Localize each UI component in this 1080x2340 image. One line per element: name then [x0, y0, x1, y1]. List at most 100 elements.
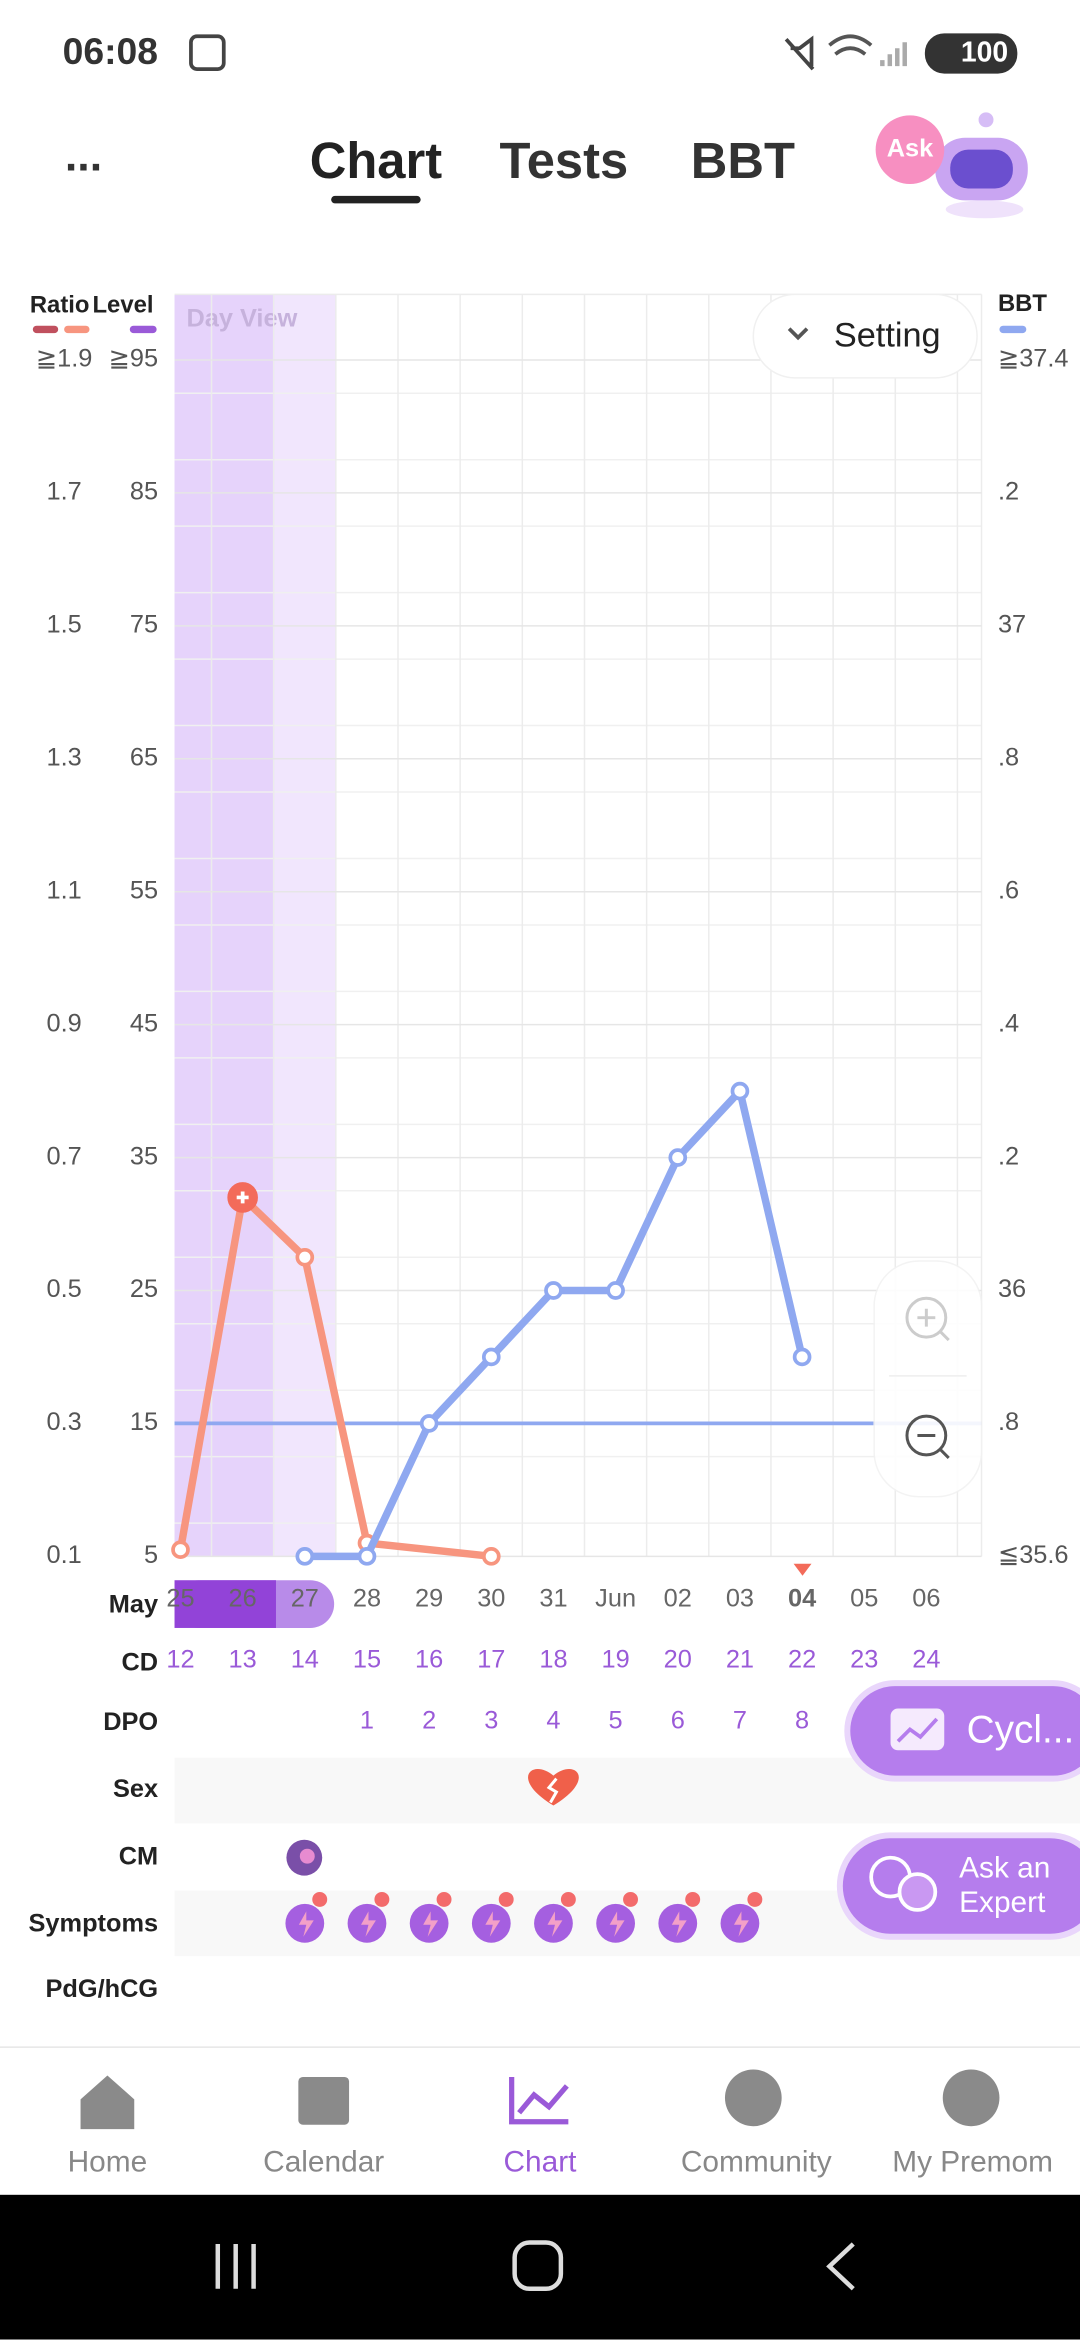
date-pill [174, 1580, 276, 1628]
bbt-tick-label: 37 [998, 611, 1026, 639]
cd-value: 16 [415, 1645, 443, 1673]
dpo-value: 3 [484, 1707, 498, 1735]
cycle-bg [844, 1680, 1080, 1782]
level-tick-label: 25 [130, 1275, 158, 1303]
cd-value: 21 [726, 1645, 754, 1673]
expert-icon [897, 1872, 938, 1912]
cycle-icon [890, 1708, 945, 1751]
row-label: Symptoms [29, 1910, 159, 1938]
ratio-tick-label: 1.1 [47, 876, 82, 904]
tab[interactable]: BBT [691, 132, 795, 189]
tab-underline [331, 195, 421, 204]
premom-icon[interactable] [942, 2069, 1000, 2127]
bbt-swatch [999, 325, 1027, 334]
home-button[interactable] [512, 2240, 564, 2292]
level-tick-label: 45 [130, 1009, 158, 1037]
ratio-swatch [64, 325, 90, 334]
level-title: Level [92, 292, 153, 319]
nav-label[interactable]: Chart [504, 2145, 578, 2178]
symptom-bolt [671, 1911, 687, 1937]
symptom-dot [498, 1891, 514, 1907]
nav-label[interactable]: Calendar [263, 2145, 384, 2178]
ratio-swatch [32, 325, 59, 334]
battery [924, 33, 1018, 74]
symptom-bolt [733, 1911, 749, 1937]
point [730, 1081, 750, 1101]
cd-value: 15 [353, 1645, 381, 1673]
bbt-tick-label: ≦35.6 [998, 1541, 1069, 1569]
point [792, 1347, 812, 1367]
setting-label: Setting [834, 317, 941, 355]
more-button[interactable]: ... [65, 130, 102, 180]
nav-label[interactable]: Home [68, 2145, 148, 2178]
zoom-out[interactable] [905, 1414, 948, 1457]
date-label: 29 [415, 1584, 443, 1612]
zoom-in-glyph [917, 1308, 950, 1342]
bbt-tick-label: .8 [998, 1408, 1019, 1436]
bot-shadow [945, 200, 1024, 219]
mute-icon [784, 35, 815, 71]
dpo-value: 6 [671, 1707, 685, 1735]
expert-label: Expert [959, 1886, 1046, 1919]
point [481, 1547, 501, 1566]
date-label: Jun [595, 1584, 636, 1612]
home-icon[interactable] [80, 2075, 135, 2130]
today-marker [793, 1563, 812, 1576]
level-swatch [129, 325, 157, 334]
nav-label[interactable]: My Premom [892, 2145, 1053, 2178]
back-button[interactable] [826, 2242, 855, 2291]
bbt-tick-label: 36 [998, 1275, 1026, 1303]
sex-icon[interactable] [528, 1768, 579, 1806]
date-label: 26 [229, 1584, 257, 1612]
chart-icon[interactable] [509, 2076, 569, 2125]
ratio-tick-label: 0.5 [47, 1275, 82, 1303]
ratio-tick-label: 0.9 [47, 1009, 82, 1037]
level-tick-label: ≧95 [109, 345, 158, 373]
ask-bot[interactable]: Ask [875, 112, 1028, 219]
symptom-dot [685, 1891, 701, 1907]
bbt-title: BBT [998, 290, 1047, 317]
community-icon[interactable] [724, 2069, 782, 2127]
tab[interactable]: Tests [500, 132, 629, 189]
setting-button[interactable]: Setting [752, 293, 978, 379]
recents-button[interactable] [215, 2244, 256, 2289]
date-label: 03 [726, 1584, 754, 1612]
bbt-tick-label: .2 [998, 1142, 1019, 1170]
row-label: PdG/hCG [45, 1975, 158, 2003]
date-label: 28 [353, 1584, 381, 1612]
ratio-tick-label: 1.3 [47, 743, 82, 771]
battery-level: 100 [961, 37, 1008, 69]
chevron [787, 327, 809, 341]
zoom-in[interactable] [905, 1296, 948, 1339]
date-label: 06 [912, 1584, 940, 1612]
bbt-tick-label: .8 [998, 743, 1019, 771]
cd-value: 19 [602, 1645, 630, 1673]
bot-face [950, 149, 1013, 189]
point [606, 1281, 625, 1300]
day-view-label: Day View [186, 304, 297, 332]
grid: ≧37.4 .2 37 .8 .6 .4 .2 36 .8 ≦35.6 ≧1.9 1.7 1.5 1.3 1… [36, 293, 1069, 1569]
level-tick-label: 75 [130, 611, 158, 639]
row-label: DPO [103, 1708, 158, 1736]
point [544, 1281, 563, 1300]
cycle-button[interactable]: Cycl... [844, 1680, 1080, 1782]
ask-expert-button[interactable]: Ask an Expert [836, 1832, 1080, 1940]
ratio-tick-label: ≧1.9 [36, 345, 92, 373]
ratio-tick-label: 0.7 [47, 1142, 82, 1170]
tab[interactable]: Chart [310, 132, 443, 189]
symptom-bolt [485, 1911, 501, 1937]
row-label: CM [119, 1842, 158, 1870]
dpo-value: 2 [422, 1707, 436, 1735]
screenshot-icon [189, 34, 226, 71]
dpo-value: 5 [609, 1707, 623, 1735]
calendar-icon[interactable] [298, 2076, 350, 2125]
symptom-bolt [361, 1911, 376, 1937]
month-label: May [109, 1590, 158, 1618]
point [295, 1247, 315, 1267]
nav-label[interactable]: Community [681, 2145, 832, 2178]
point [357, 1547, 377, 1566]
series-layer [171, 1081, 982, 1566]
cd-value: 12 [166, 1645, 194, 1673]
date-label: 27 [291, 1584, 319, 1612]
